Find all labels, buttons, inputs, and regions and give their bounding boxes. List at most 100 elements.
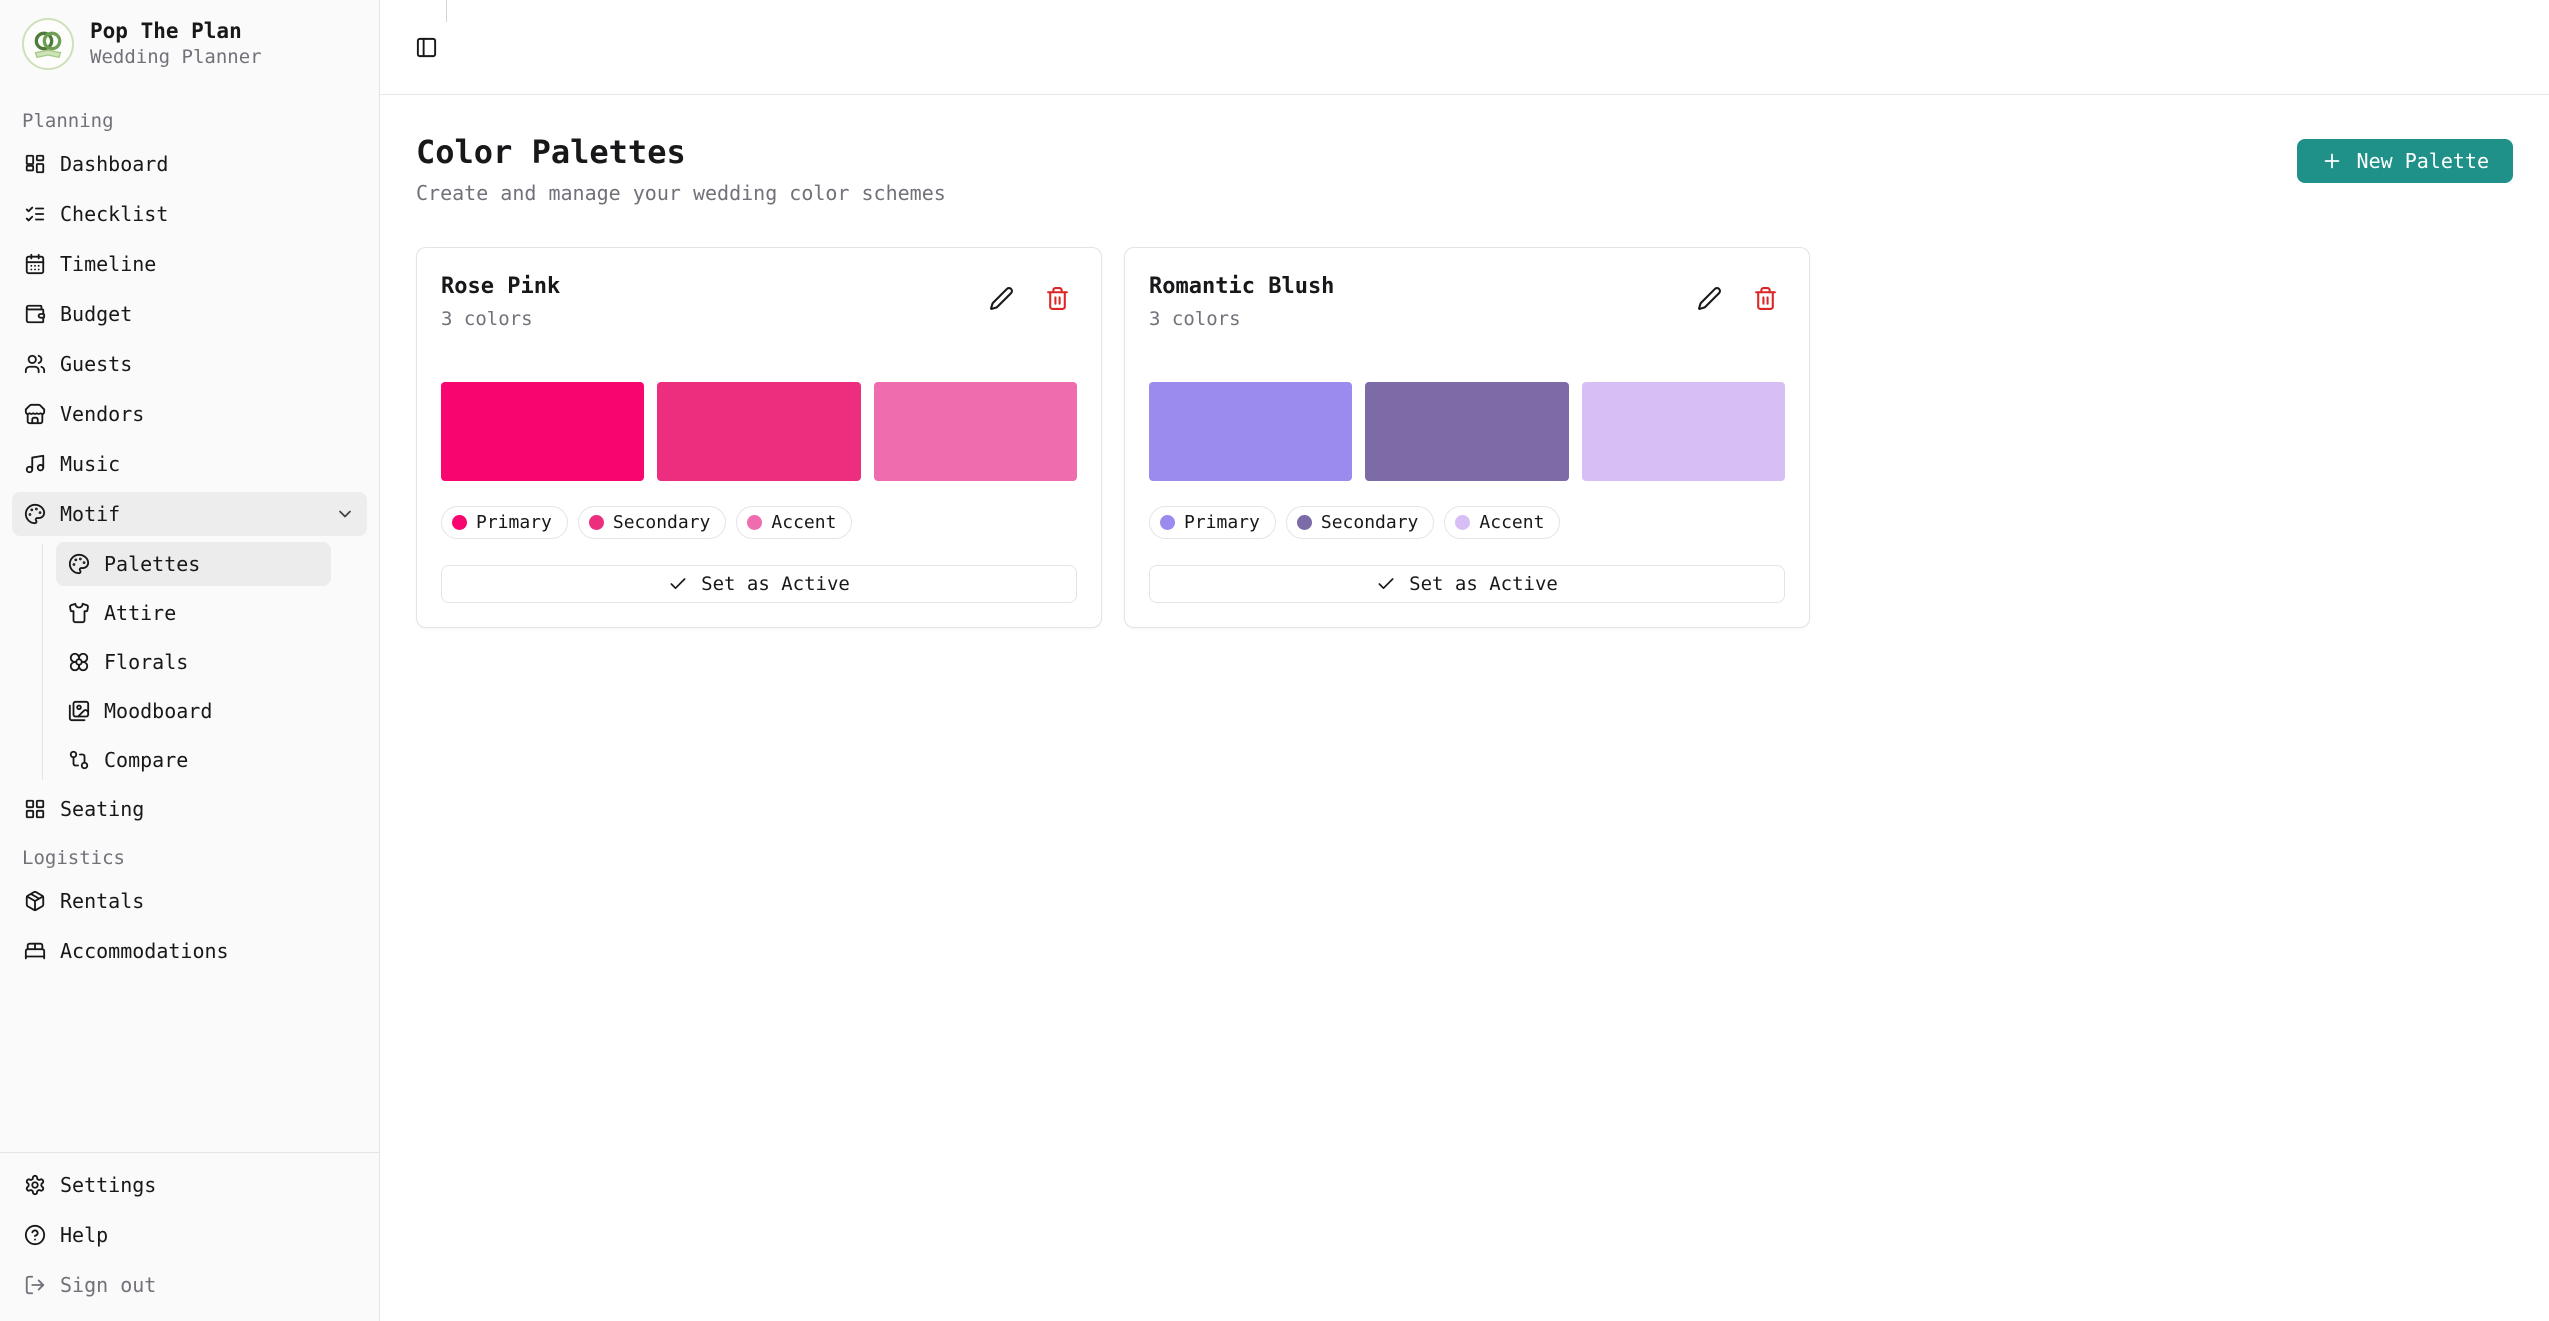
set-active-button[interactable]: Set as Active	[441, 565, 1077, 603]
wallet-icon	[25, 304, 46, 324]
sidebar-subitem-palettes[interactable]: Palettes	[56, 542, 331, 586]
sidebar-item-signout[interactable]: Sign out	[12, 1263, 367, 1307]
dashboard-icon	[25, 154, 45, 174]
chip-label: Accent	[1479, 512, 1545, 533]
sidebar-item-label: Motif	[60, 502, 121, 526]
section-label-planning: Planning	[22, 110, 114, 132]
pencil-icon	[1697, 286, 1721, 310]
chip-label: Secondary	[612, 512, 711, 533]
card-header: Rose Pink 3 colors	[441, 274, 1077, 330]
palette-name: Rose Pink	[441, 274, 561, 299]
topbar	[380, 0, 2549, 95]
sidebar-subitem-moodboard[interactable]: Moodboard	[56, 689, 331, 733]
plus-icon	[2324, 153, 2339, 169]
app-logo	[22, 18, 74, 70]
palette-card-romantic-blush: Romantic Blush 3 colors	[1124, 247, 1810, 628]
palette-cards-grid: Rose Pink 3 colors	[416, 247, 2513, 628]
music-icon	[25, 454, 45, 474]
sidebar-item-budget[interactable]: Budget	[12, 292, 367, 336]
motif-submenu: Palettes Attire Florals Moodboard Compar…	[42, 542, 331, 782]
chip-accent: Accent	[1444, 506, 1561, 539]
palette-icon	[68, 553, 90, 575]
flower-icon	[69, 652, 89, 672]
calendar-icon	[25, 253, 45, 275]
sidebar-item-motif[interactable]: Motif	[12, 492, 367, 536]
swatch-primary[interactable]	[1149, 382, 1353, 481]
sidebar-subitem-florals[interactable]: Florals	[56, 640, 331, 684]
sidebar-item-label: Music	[60, 452, 121, 476]
page-heading-block: Color Palettes Create and manage your we…	[416, 133, 946, 205]
sidebar-subitem-attire[interactable]: Attire	[56, 591, 331, 635]
swatch-accent[interactable]	[873, 382, 1077, 481]
sidebar-item-label: Rentals	[60, 889, 145, 913]
delete-palette-button[interactable]	[1037, 278, 1077, 318]
new-palette-button[interactable]: New Palette	[2296, 139, 2513, 183]
sidebar-item-label: Palettes	[104, 552, 201, 576]
swatch-primary[interactable]	[441, 382, 645, 481]
shirt-icon	[69, 602, 89, 624]
sidebar-toggle-button[interactable]	[406, 27, 446, 67]
sidebar-item-label: Checklist	[60, 202, 169, 226]
new-palette-label: New Palette	[2356, 149, 2489, 173]
app-logo-block: Pop The Plan Wedding Planner	[0, 0, 379, 84]
sidebar-footer: Settings Help Sign out	[0, 1152, 379, 1321]
chip-dot-primary	[1160, 515, 1175, 530]
trash-icon	[1046, 286, 1068, 310]
sidebar-item-help[interactable]: Help	[12, 1213, 367, 1257]
images-icon	[68, 700, 90, 722]
chip-accent: Accent	[736, 506, 853, 539]
sidebar-item-music[interactable]: Music	[12, 442, 367, 486]
chip-label: Primary	[476, 512, 552, 533]
sidebar-item-seating[interactable]: Seating	[12, 787, 367, 831]
sidebar-item-label: Compare	[104, 748, 189, 772]
palette-color-count: 3 colors	[441, 308, 533, 330]
panel-left-icon	[416, 37, 436, 57]
help-circle-icon	[24, 1224, 46, 1246]
sidebar-item-checklist[interactable]: Checklist	[12, 192, 367, 236]
chip-dot-secondary	[1296, 515, 1312, 530]
page-header: Color Palettes Create and manage your we…	[416, 133, 2513, 205]
sidebar-item-accommodations[interactable]: Accommodations	[12, 929, 367, 973]
sidebar-item-vendors[interactable]: Vendors	[12, 392, 367, 436]
sidebar-item-label: Guests	[60, 352, 133, 376]
sidebar-subitem-compare[interactable]: Compare	[56, 738, 331, 782]
sidebar-item-guests[interactable]: Guests	[12, 342, 367, 386]
swatch-secondary[interactable]	[657, 382, 861, 481]
trash-icon	[1754, 286, 1776, 310]
grid-icon	[25, 799, 45, 819]
card-titles: Romantic Blush 3 colors	[1149, 274, 1334, 330]
check-icon	[1378, 578, 1394, 589]
sidebar-item-label: Florals	[104, 650, 189, 674]
page-title: Color Palettes	[416, 133, 686, 171]
sidebar-item-rentals[interactable]: Rentals	[12, 879, 367, 923]
sidebar-item-settings[interactable]: Settings	[12, 1163, 367, 1207]
sidebar-item-label: Accommodations	[60, 939, 229, 963]
chevron-down-icon	[339, 510, 351, 518]
card-titles: Rose Pink 3 colors	[441, 274, 560, 330]
set-active-button[interactable]: Set as Active	[1149, 565, 1785, 603]
edit-palette-button[interactable]	[1689, 278, 1729, 318]
role-chips: Primary Secondary Accent	[1149, 506, 1785, 539]
swatch-accent[interactable]	[1581, 382, 1785, 481]
set-active-label: Set as Active	[701, 573, 850, 595]
sidebar-item-label: Moodboard	[104, 699, 213, 723]
pencil-icon	[989, 286, 1013, 310]
swatch-row	[1149, 382, 1785, 481]
edit-palette-button[interactable]	[981, 278, 1021, 318]
palette-name: Romantic Blush	[1149, 274, 1335, 299]
users-icon	[24, 354, 46, 374]
chip-secondary: Secondary	[1285, 506, 1435, 539]
sidebar-item-label: Attire	[104, 601, 177, 625]
swatch-secondary[interactable]	[1365, 382, 1569, 481]
sidebar-nav: Planning Dashboard Checklist Timeline Bu…	[0, 84, 379, 1152]
sidebar-item-timeline[interactable]: Timeline	[12, 242, 367, 286]
page-subtitle: Create and manage your wedding color sch…	[416, 181, 946, 205]
page-content: Color Palettes Create and manage your we…	[380, 95, 2549, 666]
delete-palette-button[interactable]	[1745, 278, 1785, 318]
swatch-row	[441, 382, 1077, 481]
sidebar-item-label: Budget	[60, 302, 133, 326]
app-tagline: Wedding Planner	[90, 46, 262, 69]
sidebar-item-dashboard[interactable]: Dashboard	[12, 142, 367, 186]
chip-label: Primary	[1184, 512, 1260, 533]
palette-card-rose-pink: Rose Pink 3 colors	[416, 247, 1102, 628]
